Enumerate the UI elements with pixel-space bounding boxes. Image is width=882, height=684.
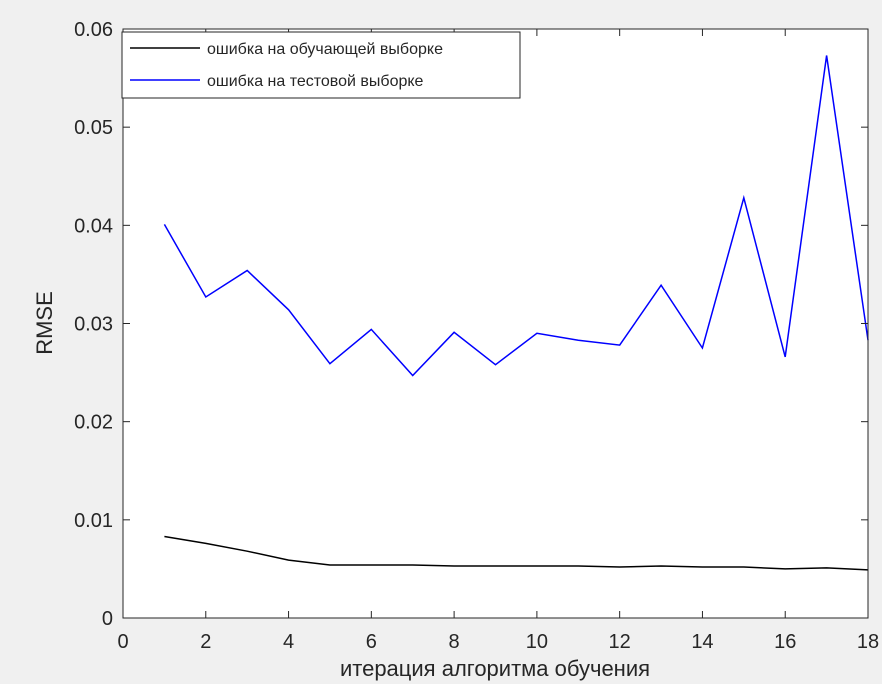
- series-layer: [163, 55, 869, 571]
- legend-label-test: ошибка на тестовой выборке: [207, 73, 424, 90]
- series-line-test: [163, 55, 869, 377]
- x-tick-label: 4: [283, 631, 294, 653]
- x-tick-label: 16: [774, 631, 796, 653]
- y-tick-label: 0.02: [74, 412, 113, 434]
- x-tick-label: 2: [200, 631, 211, 653]
- x-tick-label: 18: [857, 631, 879, 653]
- y-axis-label: RMSE: [32, 291, 57, 355]
- legend-box: [121, 31, 521, 99]
- x-tick-label: 12: [609, 631, 631, 653]
- y-tick-label: 0.03: [74, 314, 113, 336]
- x-tick-label: 14: [691, 631, 713, 653]
- ticks-layer: 0 2 4 6 8 10 12 14 16 18 0 0.01 0.02 0.03 0.04 0.05 0.06: [74, 19, 879, 653]
- x-tick-label: 10: [526, 631, 548, 653]
- legend: ошибка на обучающей выборке ошибка на те…: [121, 31, 521, 99]
- x-tick-label: 8: [449, 631, 460, 653]
- plot-area: [123, 29, 868, 618]
- series-line-train: [164, 535, 869, 571]
- y-tick-label: 0: [102, 608, 113, 630]
- y-tick-label: 0.06: [74, 19, 113, 41]
- legend-label-train: ошибка на обучающей выборке: [207, 41, 443, 58]
- y-tick-label: 0.05: [74, 117, 113, 139]
- x-axis-label: итерация алгоритма обучения: [340, 656, 650, 681]
- x-tick-label: 6: [366, 631, 377, 653]
- x-tick-label: 0: [117, 631, 128, 653]
- y-tick-label: 0.04: [74, 215, 113, 237]
- y-tick-label: 0.01: [74, 510, 113, 532]
